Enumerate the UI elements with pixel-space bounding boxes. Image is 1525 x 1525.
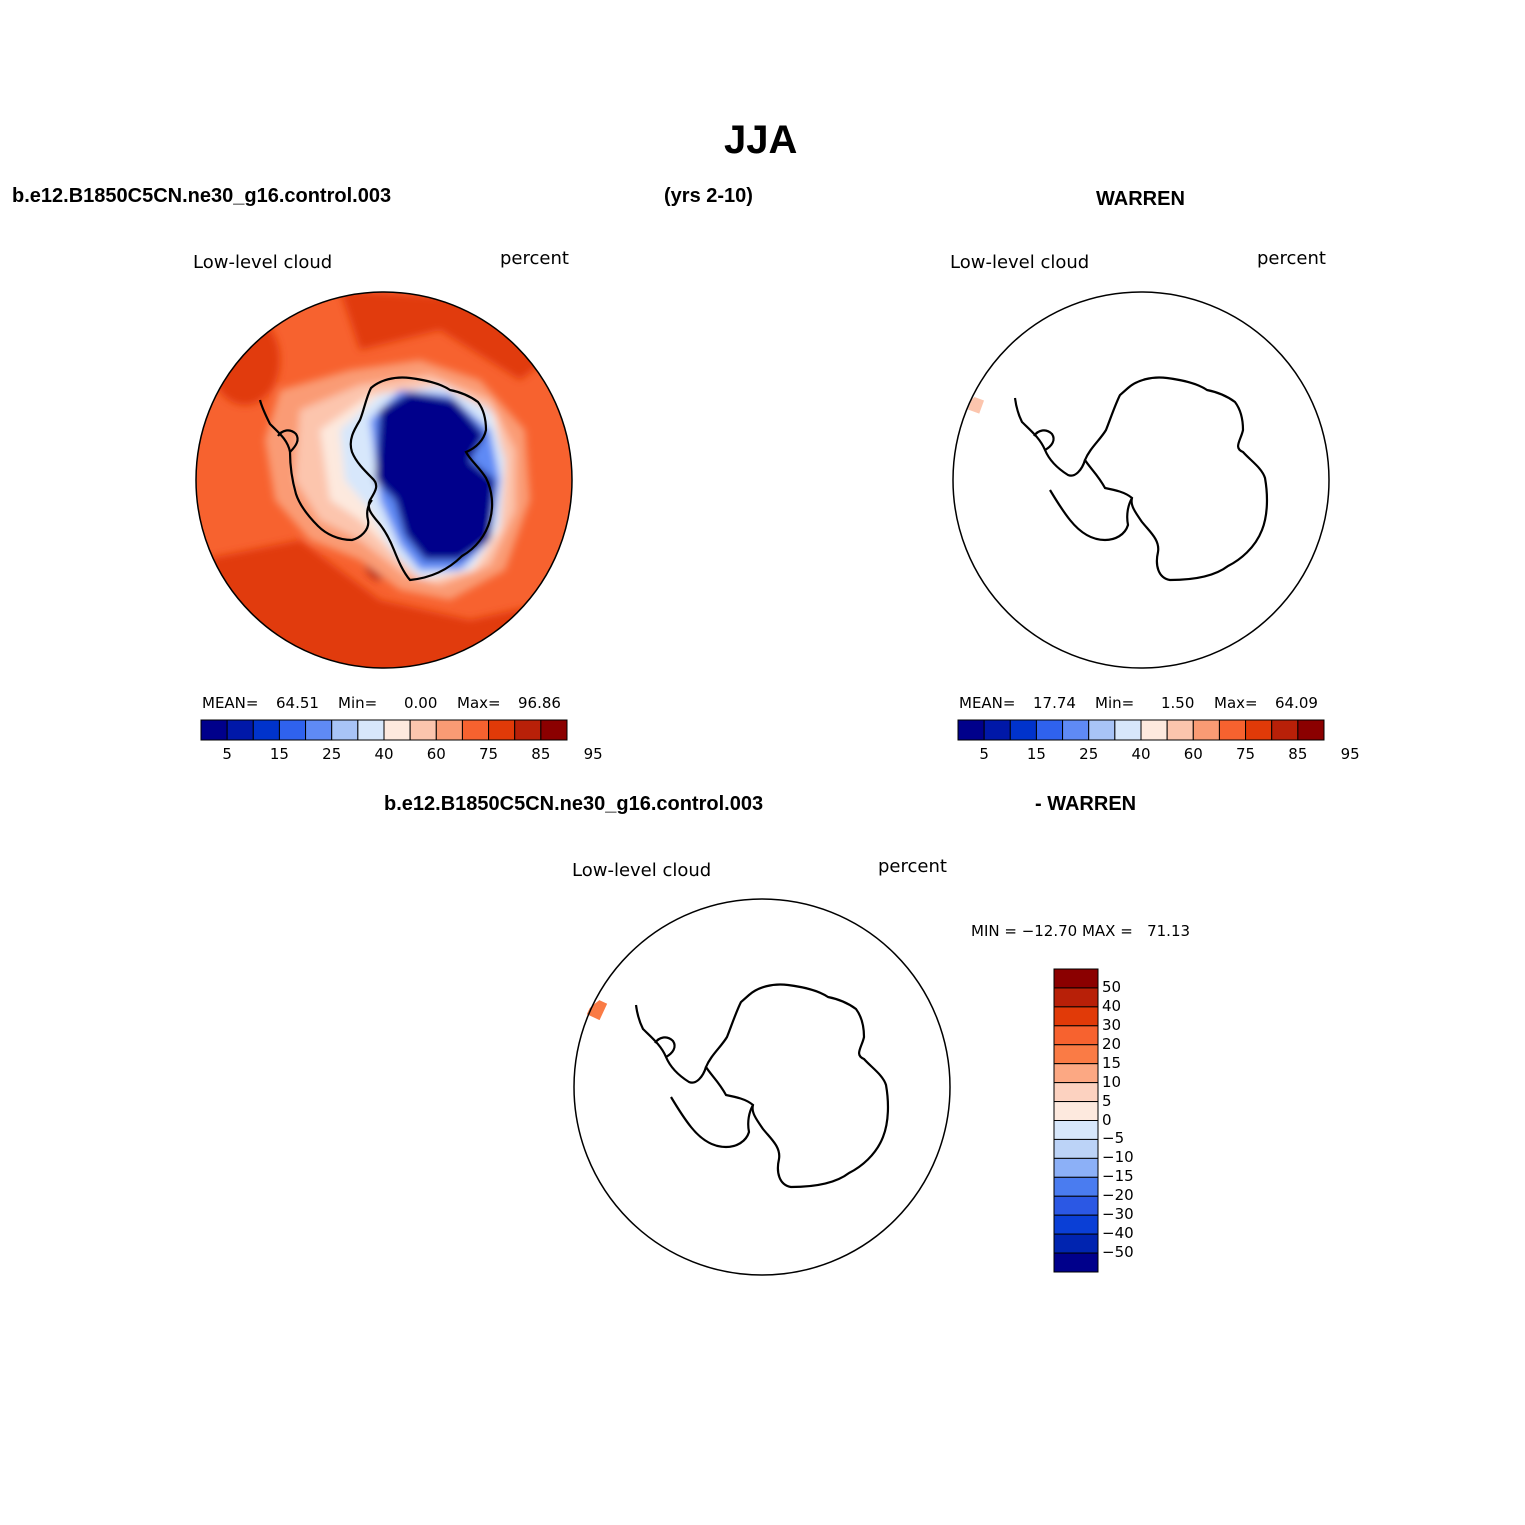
colorbar-tick-label: 85: [1288, 745, 1308, 763]
colorbar-tick-label: 15: [1026, 745, 1046, 763]
obs-max-value: 64.09: [1275, 694, 1318, 712]
colorbar-swatch: [1053, 987, 1099, 1008]
colorbar-swatch: [1053, 1101, 1099, 1121]
case-name: b.e12.B1850C5CN.ne30_g16.control.003: [12, 185, 392, 207]
colorbar-tick-label: 25: [1079, 745, 1099, 763]
diff-map-border: [573, 898, 951, 1276]
colorbar-swatch: [1053, 968, 1099, 989]
model-colorbar: [200, 719, 568, 741]
figure-title: JJA: [724, 118, 798, 162]
colorbar-tick-label: 5: [222, 745, 232, 763]
colorbar-swatch: [1053, 1006, 1099, 1027]
colorbar-swatch: [1053, 1044, 1099, 1065]
colorbar-swatch: [540, 719, 568, 741]
colorbar-swatch: [1297, 719, 1325, 741]
colorbar-swatch: [1053, 1120, 1099, 1140]
colorbar-tick-label: 30: [1102, 1015, 1122, 1034]
obs-min-label: Min=: [1095, 694, 1135, 712]
obs-data-patch: [967, 396, 985, 414]
colorbar-tick-label: 5: [1102, 1091, 1112, 1110]
colorbar-swatch: [1053, 1138, 1099, 1159]
obs-min-value: 1.50: [1161, 694, 1195, 712]
colorbar-swatch: [1053, 1063, 1099, 1084]
antarctica-coastline: [634, 983, 890, 1189]
obs-units-label: percent: [1257, 248, 1326, 269]
colorbar-tick-label: 40: [374, 745, 394, 763]
diff-colorbar-labels: 50 40 30 20 15 10 5 0 −5 −10 −15 −20 −30 −40 −50: [1102, 969, 1162, 1272]
colorbar-tick-label: 95: [1340, 745, 1360, 763]
colorbar-tick-label: −15: [1102, 1167, 1134, 1186]
colorbar-tick-label: 60: [1183, 745, 1203, 763]
model-max-label: Max=: [457, 694, 501, 712]
antarctica-coastline: [1013, 376, 1269, 582]
diff-colorbar: [1053, 968, 1099, 1273]
colorbar-tick-label: −40: [1102, 1224, 1134, 1243]
model-max-value: 96.86: [518, 694, 561, 712]
years-label: (yrs 2-10): [664, 185, 753, 207]
obs-name: WARREN: [1096, 188, 1185, 210]
colorbar-tick-label: 15: [1102, 1053, 1122, 1072]
diff-minmax-label: MIN = −12.70 MAX = 71.13: [971, 922, 1191, 940]
colorbar-swatch: [1053, 1082, 1099, 1103]
colorbar-tick-label: 15: [269, 745, 289, 763]
colorbar-tick-label: 20: [1102, 1034, 1122, 1053]
diff-units-label: percent: [878, 856, 947, 877]
model-mean-value: 64.51: [276, 694, 319, 712]
diff-obs-name: - WARREN: [1035, 793, 1137, 815]
model-min-label: Min=: [338, 694, 378, 712]
model-min-value: 0.00: [404, 694, 438, 712]
model-mean-label: MEAN=: [202, 694, 259, 712]
colorbar-swatch: [1053, 1176, 1099, 1197]
model-units-label: percent: [500, 248, 569, 269]
diff-variable-label: Low-level cloud: [572, 860, 712, 881]
obs-max-label: Max=: [1214, 694, 1258, 712]
colorbar-tick-label: −20: [1102, 1186, 1134, 1205]
colorbar-tick-label: −10: [1102, 1148, 1134, 1167]
colorbar-swatch: [1053, 1025, 1099, 1046]
colorbar-tick-label: −50: [1102, 1243, 1134, 1262]
colorbar-swatch: [1053, 1252, 1099, 1273]
obs-mean-label: MEAN=: [959, 694, 1016, 712]
obs-mean-value: 17.74: [1033, 694, 1076, 712]
colorbar-tick-label: 60: [426, 745, 446, 763]
colorbar-tick-label: 85: [531, 745, 551, 763]
model-map-border: [195, 291, 573, 669]
colorbar-tick-label: 0: [1102, 1110, 1112, 1129]
diff-case-name: b.e12.B1850C5CN.ne30_g16.control.003: [384, 793, 764, 815]
colorbar-tick-label: 10: [1102, 1072, 1122, 1091]
colorbar-tick-label: 95: [583, 745, 603, 763]
obs-colorbar: [957, 719, 1325, 741]
colorbar-tick-label: 25: [322, 745, 342, 763]
obs-map-border: [952, 291, 1330, 669]
obs-variable-label: Low-level cloud: [950, 252, 1090, 273]
interior-low-cloud: [375, 392, 495, 560]
antarctica-coastline: [258, 376, 494, 582]
colorbar-tick-label: 40: [1102, 996, 1122, 1015]
colorbar-swatch: [1053, 1157, 1099, 1178]
obs-colorbar-labels: 5 15 25 40 60 75 85 95: [958, 745, 1359, 765]
colorbar-tick-label: 40: [1131, 745, 1151, 763]
model-colorbar-labels: 5 15 25 40 60 75 85 95: [201, 745, 602, 765]
colorbar-tick-label: 75: [479, 745, 499, 763]
colorbar-swatch: [1053, 1214, 1099, 1235]
colorbar-tick-label: 50: [1102, 977, 1122, 996]
model-variable-label: Low-level cloud: [193, 252, 333, 273]
colorbar-tick-label: −5: [1102, 1129, 1125, 1148]
colorbar-tick-label: 5: [979, 745, 989, 763]
diff-data-patch: [586, 997, 608, 1021]
colorbar-tick-label: 75: [1236, 745, 1256, 763]
colorbar-tick-label: −30: [1102, 1205, 1134, 1224]
colorbar-swatch: [1053, 1195, 1099, 1216]
colorbar-swatch: [1053, 1233, 1099, 1254]
